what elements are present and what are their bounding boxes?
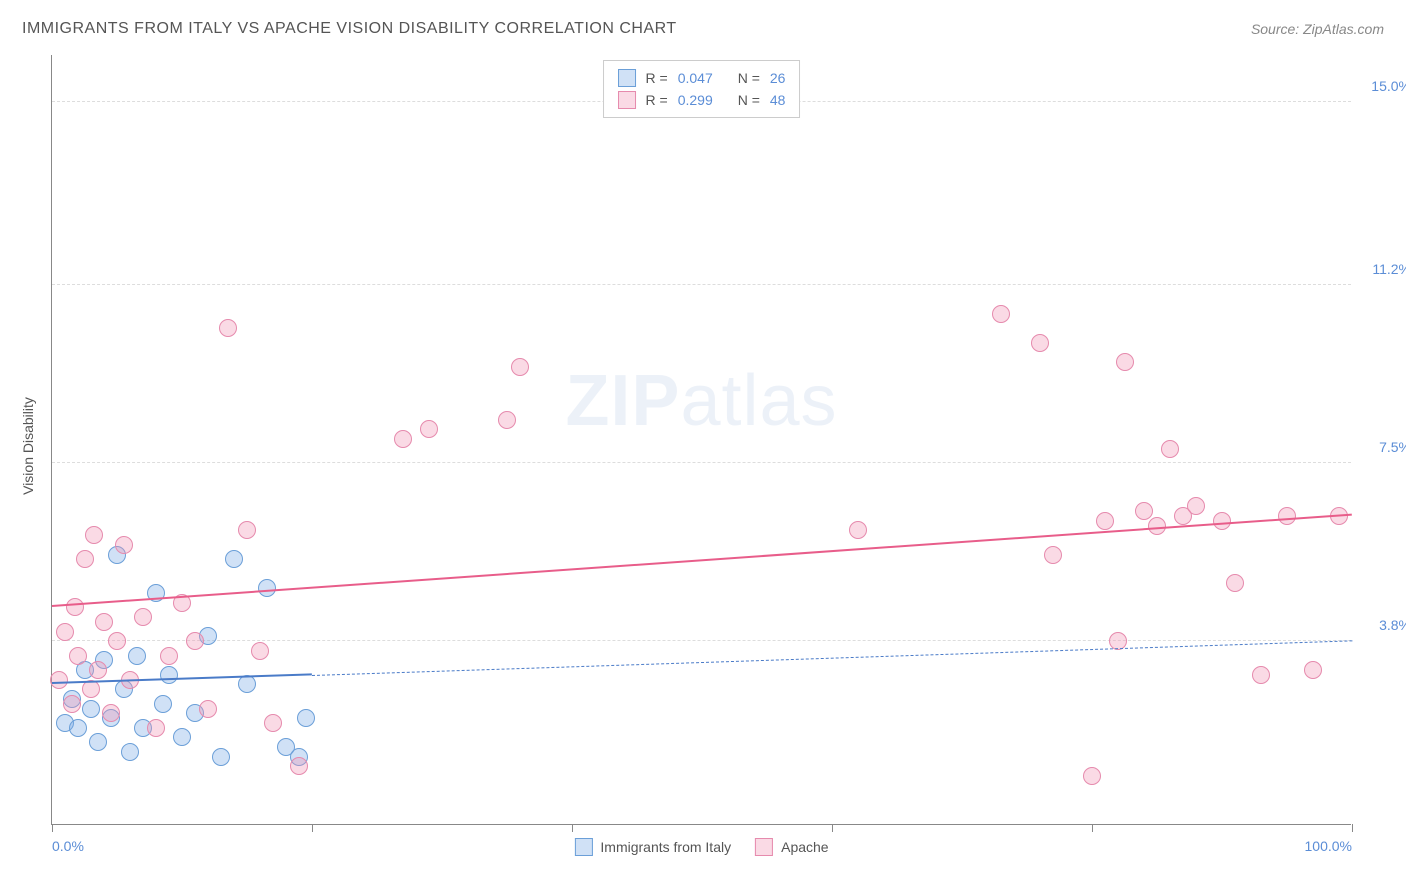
data-point	[82, 700, 100, 718]
data-point	[199, 700, 217, 718]
data-point	[1252, 666, 1270, 684]
y-tick-label: 7.5%	[1379, 439, 1406, 455]
data-point	[225, 550, 243, 568]
legend-swatch	[618, 91, 636, 109]
gridline	[52, 640, 1351, 641]
legend-swatch	[574, 838, 592, 856]
series-name: Immigrants from Italy	[600, 839, 731, 855]
trend-line-dashed	[312, 640, 1352, 676]
data-point	[160, 647, 178, 665]
data-point	[121, 743, 139, 761]
legend-swatch	[618, 69, 636, 87]
legend-swatch	[755, 838, 773, 856]
data-point	[66, 598, 84, 616]
y-tick-label: 11.2%	[1372, 261, 1406, 277]
y-axis-label: Vision Disability	[20, 397, 36, 495]
data-point	[1278, 507, 1296, 525]
data-point	[1135, 502, 1153, 520]
data-point	[238, 521, 256, 539]
data-point	[238, 675, 256, 693]
data-point	[89, 661, 107, 679]
x-tick	[1352, 824, 1353, 832]
legend-r-label: R =	[646, 70, 668, 86]
data-point	[1304, 661, 1322, 679]
data-point	[134, 608, 152, 626]
x-tick	[832, 824, 833, 832]
series-legend-item: Apache	[755, 838, 828, 856]
data-point	[85, 526, 103, 544]
data-point	[1044, 546, 1062, 564]
data-point	[297, 709, 315, 727]
data-point	[992, 305, 1010, 323]
x-tick	[52, 824, 53, 832]
data-point	[160, 666, 178, 684]
data-point	[1187, 497, 1205, 515]
data-point	[69, 719, 87, 737]
data-point	[290, 757, 308, 775]
x-tick-label: 100.0%	[1305, 838, 1352, 854]
data-point	[82, 680, 100, 698]
scatter-plot-area: ZIPatlas R =0.047N =26R =0.299N =48 Immi…	[51, 55, 1351, 825]
data-point	[1226, 574, 1244, 592]
data-point	[849, 521, 867, 539]
data-point	[511, 358, 529, 376]
data-point	[498, 411, 516, 429]
chart-title: IMMIGRANTS FROM ITALY VS APACHE VISION D…	[22, 20, 677, 38]
data-point	[50, 671, 68, 689]
data-point	[212, 748, 230, 766]
legend-r-value: 0.299	[678, 92, 728, 108]
data-point	[76, 550, 94, 568]
data-point	[95, 613, 113, 631]
legend-n-value: 26	[770, 70, 786, 86]
x-tick	[312, 824, 313, 832]
series-legend-item: Immigrants from Italy	[574, 838, 731, 856]
y-tick-label: 15.0%	[1371, 78, 1406, 94]
data-point	[56, 623, 74, 641]
correlation-legend: R = 0.047 N = 26 R = 0.299 N = 48	[603, 60, 801, 118]
data-point	[1148, 517, 1166, 535]
data-point	[219, 319, 237, 337]
data-point	[115, 536, 133, 554]
data-point	[89, 733, 107, 751]
legend-n-label: N =	[738, 92, 760, 108]
x-tick-label: 0.0%	[52, 838, 84, 854]
data-point	[1031, 334, 1049, 352]
data-point	[108, 632, 126, 650]
gridline	[52, 462, 1351, 463]
legend-row: R = 0.299 N = 48	[618, 89, 786, 111]
series-name: Apache	[781, 839, 828, 855]
data-point	[186, 632, 204, 650]
data-point	[63, 695, 81, 713]
x-tick	[1092, 824, 1093, 832]
series-legend: Immigrants from Italy Apache	[574, 838, 828, 856]
data-point	[1161, 440, 1179, 458]
data-point	[394, 430, 412, 448]
data-point	[1096, 512, 1114, 530]
gridline	[52, 284, 1351, 285]
data-point	[251, 642, 269, 660]
data-point	[1213, 512, 1231, 530]
x-tick	[572, 824, 573, 832]
data-point	[173, 728, 191, 746]
data-point	[1083, 767, 1101, 785]
data-point	[69, 647, 87, 665]
data-point	[154, 695, 172, 713]
legend-row: R = 0.047 N = 26	[618, 67, 786, 89]
data-point	[264, 714, 282, 732]
chart-header: IMMIGRANTS FROM ITALY VS APACHE VISION D…	[22, 20, 1384, 38]
data-point	[128, 647, 146, 665]
legend-n-label: N =	[738, 70, 760, 86]
source-attribution: Source: ZipAtlas.com	[1251, 21, 1384, 37]
legend-r-value: 0.047	[678, 70, 728, 86]
data-point	[1116, 353, 1134, 371]
legend-r-label: R =	[646, 92, 668, 108]
y-tick-label: 3.8%	[1379, 617, 1406, 633]
legend-n-value: 48	[770, 92, 786, 108]
data-point	[258, 579, 276, 597]
watermark-text: ZIPatlas	[565, 360, 837, 442]
data-point	[147, 719, 165, 737]
data-point	[420, 420, 438, 438]
data-point	[102, 704, 120, 722]
